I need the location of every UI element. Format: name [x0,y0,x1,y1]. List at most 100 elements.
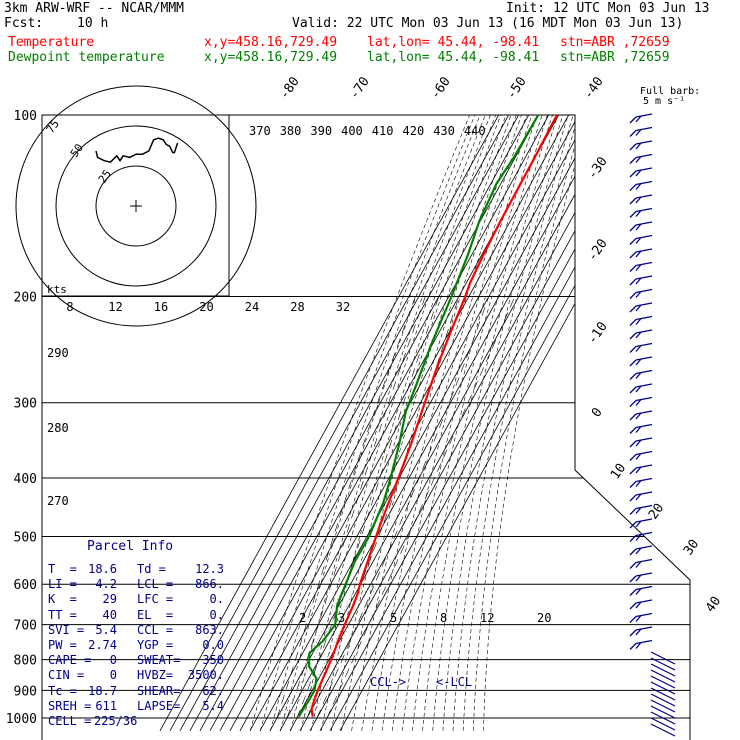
pressure-tick-label: 600 [14,578,37,593]
parcel-param-value: 0 [109,653,117,668]
wind-barbs: Full barb:5 m s⁻¹ [629,86,700,737]
isotherm-line [159,115,500,731]
wind-barb-staff [635,180,653,186]
dry-adiabat [320,115,507,731]
wind-barb-flag [635,520,642,528]
theta-left-label: 270 [47,494,69,508]
wind-barb-low [650,669,676,683]
wind-barb-flag [635,547,642,555]
theta-label: 390 [310,124,332,138]
isotherm-label: 30 [681,537,702,558]
hodograph-ring-label: 25 [96,167,114,185]
wind-barb-staff [635,545,653,550]
isotherm-label: 40 [703,594,724,615]
parcel-param-label: YGP = [137,638,174,652]
parcel-param-value: 29 [102,592,117,607]
wind-barb-flag [629,400,637,407]
dry-adiabat [371,115,533,731]
pressure-tick-label: 300 [14,397,37,412]
wind-barb-flag [635,318,642,325]
parcel-param-label: T = [48,562,77,576]
wind-barb-flag [629,130,637,137]
wind-barb-staff [635,248,653,253]
hodograph-x-tick: 28 [290,300,304,314]
parcel-param-label: SVI = [48,622,85,637]
wind-barb-flag [629,278,637,286]
init-time: Init: 12 UTC Mon 03 Jun 13 [506,1,710,16]
temperature-xy: x,y=458.16,729.49 [204,35,338,50]
mixing-ratio-label: 12 [480,611,494,625]
wind-barb-flag [635,223,642,231]
wind-barb-flag [629,211,637,218]
isotherm-line [239,115,580,731]
parcel-param-value: 5.4 [202,698,224,713]
parcel-param-value: 866. [195,577,224,592]
isotherm-label: -50 [504,74,530,102]
wind-barb-flag [635,210,642,217]
parcel-param-value: 0. [209,607,224,622]
dry-adiabat [381,115,538,731]
mixing-ratio-label: 20 [537,611,551,625]
dry-adiabat [391,115,543,731]
mixing-ratio-line [297,584,364,719]
wind-barb-flag [635,169,642,177]
parcel-param-value: 863. [195,622,224,637]
wind-barb-flag [635,372,642,379]
wind-barb-low [650,657,676,671]
parcel-param-value: 18.6 [88,562,117,576]
isotherm-line [169,115,510,731]
wind-barb-flag [635,480,642,487]
isotherm-line [249,115,590,731]
parcel-param-label: HVBZ= [137,668,174,683]
theta-label: 420 [403,124,425,138]
theta-label: 380 [280,124,302,138]
isotherm-label: -80 [277,74,303,102]
wind-barb-staff [635,639,653,645]
valid-time: Valid: 22 UTC Mon 03 Jun 13 (16 MDT Mon … [292,16,684,31]
wind-barb-low [650,651,676,665]
hodograph-ring [55,125,217,287]
isotherm-line [229,115,570,731]
wind-barb-staff [635,599,653,604]
wind-barb-flag [629,589,637,596]
wind-barb-flag [635,534,642,541]
plot-right-border [42,114,691,740]
moist-adiabat [276,296,416,719]
wind-barb-flag [629,251,637,259]
ccl-annotation: CCL-> [370,675,406,689]
barb-key-units: 5 m s⁻¹ [643,96,685,107]
wind-barb-staff [635,383,653,388]
pressure-tick-label: 800 [14,654,37,669]
isotherm-label: -30 [585,154,611,182]
parcel-param-label: SWEAT= [137,653,181,668]
theta-left-label: 290 [47,346,69,360]
wind-barb-flag [629,467,637,475]
wind-barb-flag [629,305,637,313]
wind-barb-flag [635,642,642,649]
parcel-info-panel: Parcel Info T = 18.6 Td = 12.3 LI = 4.2 LCL = 8… [42,536,232,728]
wind-barb-flag [635,250,642,258]
wind-barb-staff [635,626,653,631]
parcel-param-value: 62. [202,683,224,698]
wind-barb-flag [629,373,637,380]
wind-barb-flag [629,413,637,421]
hodograph-ring [95,165,177,247]
parcel-param-label: LAPSE= [137,698,181,713]
wind-barb-staff [635,207,653,213]
wind-barb-flag [635,129,642,136]
isotherm-line [199,115,540,731]
wind-barb-staff [635,491,653,496]
wind-barb-flag [629,440,637,448]
theta-label: 430 [433,124,455,138]
wind-barb-staff [635,410,653,415]
dry-adiabat [280,115,486,731]
dewpoint-legend-label: Dewpoint temperature [8,50,165,65]
wind-barb-flag [629,602,637,610]
hodograph-x-tick: 16 [154,300,168,314]
wind-barb-low [650,663,676,677]
dry-adiabat [402,115,548,731]
isotherm-label: 10 [608,461,629,482]
dewpoint-station: stn=ABR ,72659 [560,50,670,65]
isotherm-line [209,115,550,731]
